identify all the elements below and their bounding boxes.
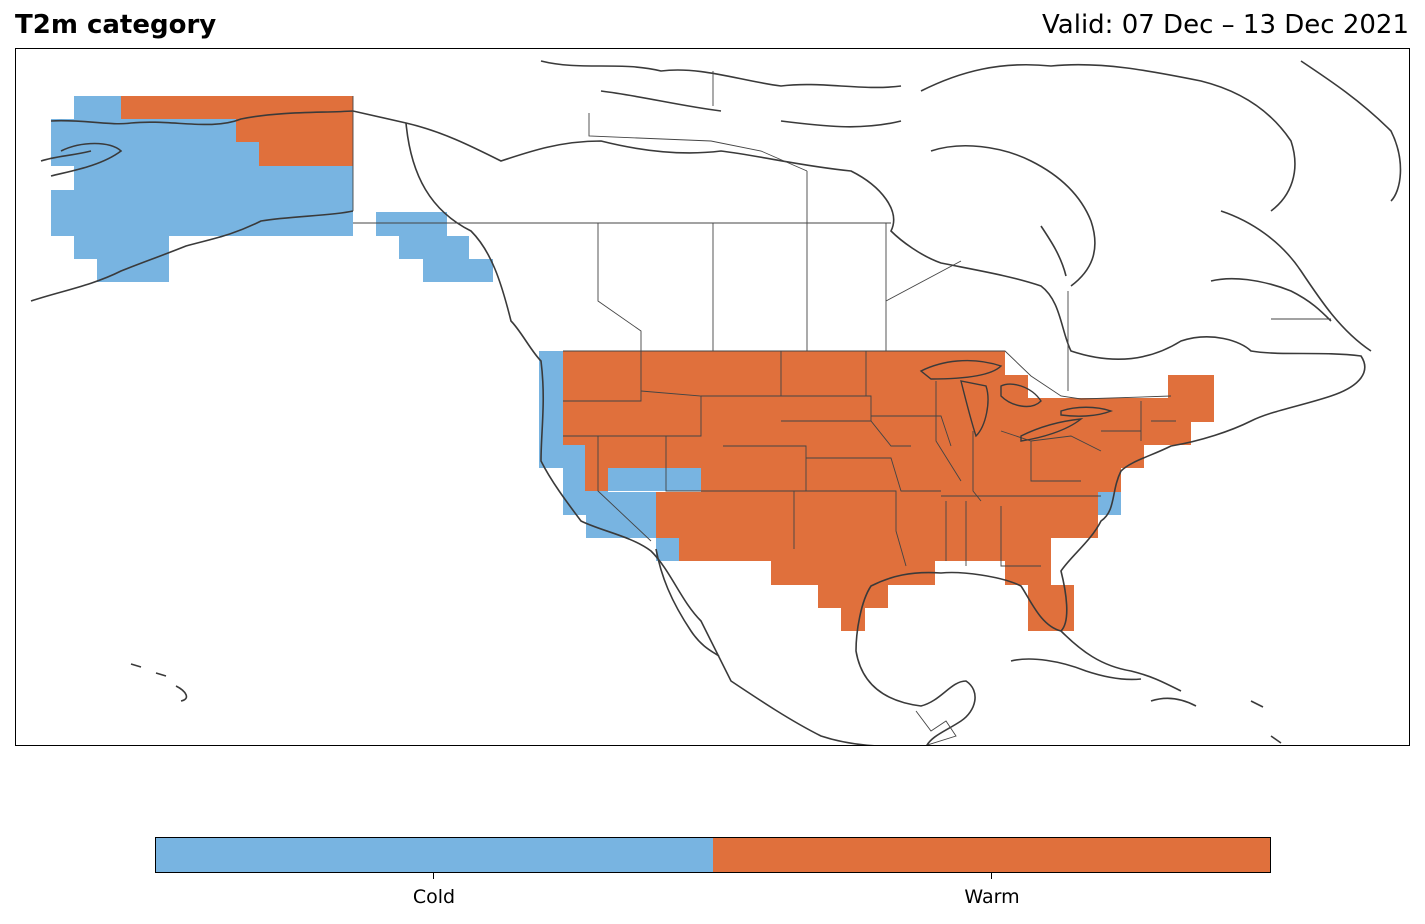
colorbar-cold-segment	[156, 838, 713, 872]
colorbar-label-warm: Warm	[964, 886, 1020, 908]
valid-period: Valid: 07 Dec – 13 Dec 2021	[1042, 10, 1409, 40]
colorbar-warm-segment	[713, 838, 1270, 872]
political-borders	[352, 71, 1331, 745]
colorbar-tick-cold	[433, 873, 434, 879]
colorbar-label-cold: Cold	[412, 886, 456, 908]
map-panel	[15, 48, 1410, 746]
great-lakes	[919, 359, 1114, 442]
map-canvas	[30, 60, 1402, 745]
colorbar-tick-warm	[991, 873, 992, 879]
coastlines	[30, 60, 1402, 745]
colorbar	[155, 837, 1271, 873]
map-title: T2m category	[15, 10, 217, 40]
